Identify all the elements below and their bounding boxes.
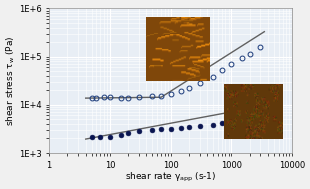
X-axis label: shear rate $\mathregular{\gamma_{app}}$ (s-1): shear rate $\mathregular{\gamma_{app}}$ … [125,171,216,184]
Y-axis label: shear stress $\mathregular{\tau_w}$ (Pa): shear stress $\mathregular{\tau_w}$ (Pa) [5,35,17,126]
